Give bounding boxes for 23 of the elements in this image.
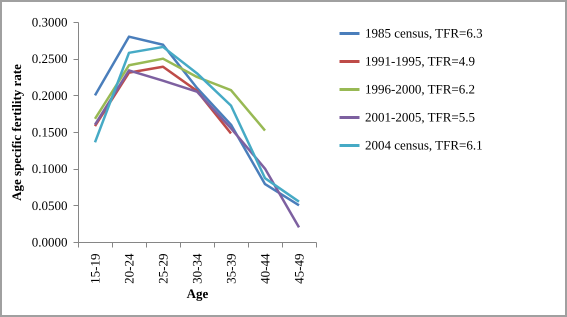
- line-series: [94, 69, 300, 229]
- legend-label: 1991-1995, TFR=4.9: [365, 54, 476, 68]
- legend-label: 2004 census, TFR=6.1: [365, 138, 483, 152]
- x-tick-label: 35-39: [224, 254, 238, 284]
- y-tick-label: 0.3000: [32, 14, 68, 30]
- x-tick-label: 20-24: [122, 253, 136, 284]
- legend-label: 1996-2000, TFR=6.2: [365, 82, 476, 96]
- y-tick-label: 0.2000: [32, 88, 68, 103]
- x-axis-title: Age: [186, 286, 209, 301]
- x-tick-label: 45-49: [292, 254, 306, 284]
- x-tick-label: 30-34: [190, 253, 204, 284]
- x-tick-label: 25-29: [156, 254, 170, 284]
- line-series: [94, 57, 266, 132]
- y-tick-label: 0.0500: [32, 198, 68, 213]
- x-tick-label: 40-44: [258, 253, 272, 284]
- y-tick-label: 0.1500: [32, 124, 68, 140]
- y-tick-label: 0.2500: [32, 51, 68, 66]
- y-axis-title: Age specific fertility rate: [8, 64, 24, 201]
- x-tick-label: 15-19: [88, 254, 102, 284]
- y-tick-label: 0.1000: [32, 161, 68, 176]
- y-tick-label: 0.0000: [32, 234, 68, 250]
- legend-label: 1985 census, TFR=6.3: [365, 26, 483, 40]
- legend-label: 2001-2005, TFR=5.5: [365, 110, 476, 124]
